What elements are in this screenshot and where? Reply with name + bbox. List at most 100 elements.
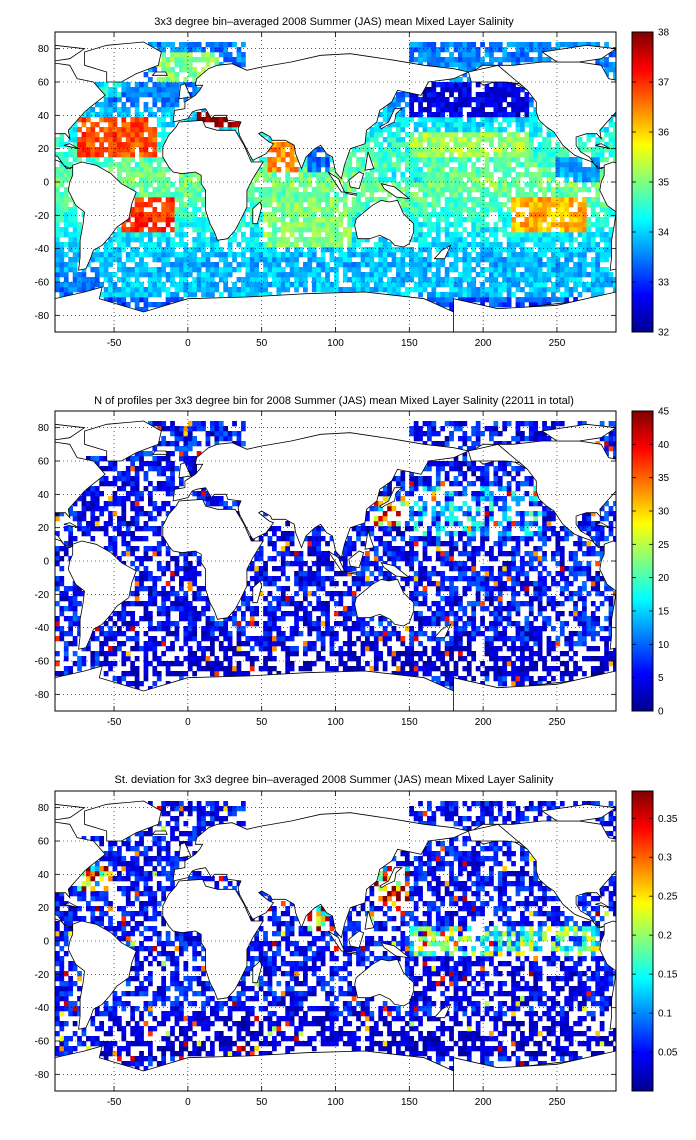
data-bin <box>546 232 552 238</box>
data-bin <box>294 237 299 243</box>
data-bin <box>537 267 543 273</box>
data-bin <box>409 646 415 652</box>
data-bin <box>249 252 255 258</box>
data-bin <box>81 117 87 123</box>
data-bin <box>280 591 286 597</box>
data-bin <box>564 272 570 278</box>
data-bin <box>316 237 322 243</box>
data-bin <box>179 611 184 617</box>
data-bin <box>289 257 295 263</box>
data-bin <box>413 57 419 63</box>
data-bin <box>564 147 570 153</box>
data-bin <box>555 656 561 662</box>
data-bin <box>542 42 547 48</box>
data-bin <box>218 122 224 128</box>
data-bin <box>125 267 131 273</box>
data-bin <box>320 147 326 153</box>
data-bin <box>205 656 211 662</box>
data-bin <box>241 596 246 602</box>
data-bin <box>86 282 91 288</box>
data-bin <box>311 232 317 238</box>
data-bin <box>564 192 570 198</box>
data-bin <box>396 117 401 123</box>
data-bin <box>568 656 574 662</box>
data-bin <box>413 207 419 213</box>
data-bin <box>449 82 454 88</box>
data-bin <box>179 646 184 652</box>
data-bin <box>276 641 282 647</box>
data-bin <box>263 247 268 253</box>
data-bin <box>272 646 277 652</box>
data-bin <box>63 277 69 283</box>
data-bin <box>409 666 415 672</box>
data-bin <box>511 621 516 627</box>
data-bin <box>573 157 578 163</box>
data-bin <box>382 167 388 173</box>
data-bin <box>263 661 268 667</box>
data-bin <box>258 287 264 293</box>
data-bin <box>303 606 308 612</box>
data-bin <box>134 197 140 203</box>
data-bin <box>289 202 295 208</box>
data-bin <box>236 292 242 298</box>
data-bin <box>334 207 339 213</box>
data-bin <box>263 277 268 283</box>
data-bin <box>497 87 503 93</box>
data-bin <box>263 252 268 258</box>
data-bin <box>356 202 361 208</box>
data-bin <box>511 257 516 263</box>
data-bin <box>471 207 477 213</box>
data-bin <box>249 616 255 622</box>
data-bin <box>325 227 330 233</box>
data-bin <box>187 267 193 273</box>
data-bin <box>431 282 437 288</box>
data-bin <box>360 207 366 213</box>
data-bin <box>435 202 441 208</box>
data-bin <box>59 636 65 642</box>
data-bin <box>134 97 140 103</box>
data-bin <box>134 127 140 133</box>
data-bin <box>418 42 423 48</box>
data-bin <box>72 262 78 268</box>
data-bin <box>196 272 202 278</box>
data-bin <box>533 666 539 672</box>
data-bin <box>130 177 136 183</box>
data-bin <box>489 142 494 148</box>
data-bin <box>493 157 499 163</box>
data-bin <box>564 287 570 293</box>
data-bin <box>289 626 295 632</box>
data-bin <box>604 626 609 632</box>
data-bin <box>471 162 477 168</box>
data-bin <box>152 87 158 93</box>
data-bin <box>520 222 525 228</box>
data-bin <box>192 247 198 253</box>
data-bin <box>280 152 286 158</box>
data-bin <box>440 152 446 158</box>
data-bin <box>590 631 596 637</box>
data-bin <box>489 626 494 632</box>
data-bin <box>542 147 547 153</box>
data-bin <box>72 157 78 163</box>
data-bin <box>179 47 184 53</box>
data-bin <box>475 107 481 113</box>
data-bin <box>418 267 423 273</box>
data-bin <box>170 631 175 637</box>
data-bin <box>232 42 237 48</box>
data-bin <box>272 222 277 228</box>
data-bin <box>210 621 215 627</box>
data-bin <box>413 142 419 148</box>
data-bin <box>108 162 113 168</box>
data-bin <box>520 666 525 672</box>
data-bin <box>201 232 206 238</box>
data-bin <box>103 127 109 133</box>
data-bin <box>258 666 264 672</box>
data-bin <box>373 262 379 268</box>
data-bin <box>170 292 175 298</box>
data-bin <box>68 282 74 288</box>
data-bin <box>427 92 432 98</box>
data-bin <box>400 172 406 178</box>
data-bin <box>311 172 317 178</box>
data-bin <box>537 212 543 218</box>
data-bin <box>391 182 397 188</box>
data-bin <box>373 157 379 163</box>
